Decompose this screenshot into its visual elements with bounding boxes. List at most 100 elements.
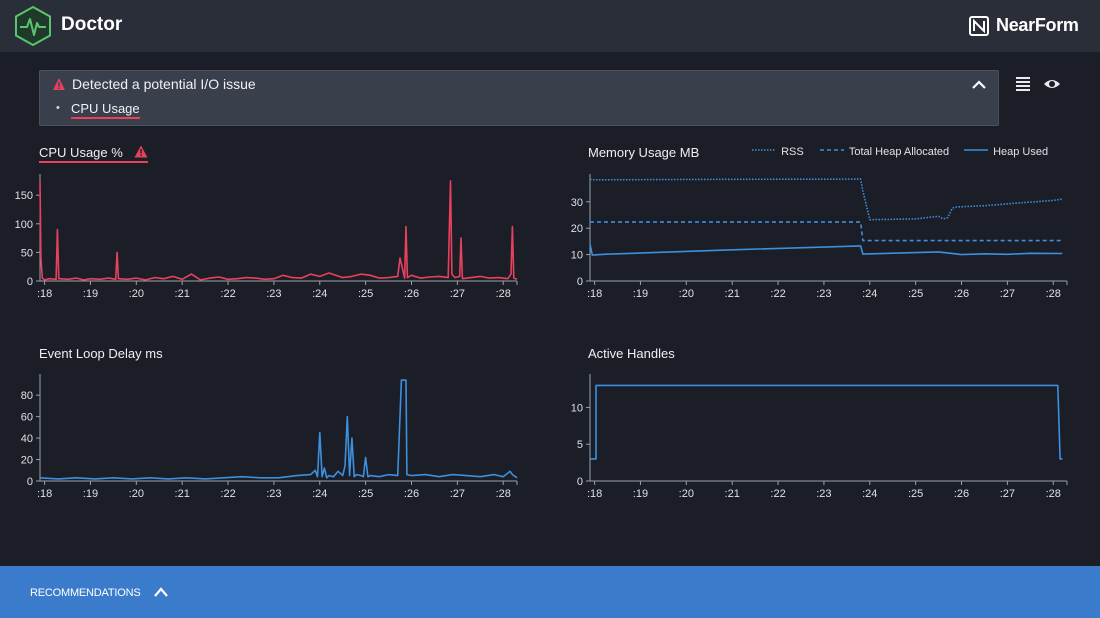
chevron-up-icon[interactable]: [152, 584, 170, 600]
y-tick-label: 10: [571, 402, 583, 414]
series-line-heap-used: [589, 243, 1063, 256]
legend-heap-used-label: Heap Used: [993, 146, 1049, 158]
memory-usage-chart[interactable]: 0 10 20 30 :18 :19 :20 :21 :22 :23 :24 :25 :26 :27 :28: [550, 170, 1100, 305]
eye-icon[interactable]: [1043, 75, 1061, 93]
x-tick-label: :18: [587, 488, 602, 500]
x-tick-label: :26: [404, 288, 419, 300]
y-tick-label: 60: [21, 412, 33, 424]
legend-rss[interactable]: RSS: [752, 146, 804, 158]
brand-name[interactable]: NearForm: [996, 15, 1079, 35]
x-tick-label: :21: [725, 288, 740, 300]
x-tick-label: :28: [496, 288, 511, 300]
x-tick-label: :20: [679, 488, 694, 500]
top-bar: Doctor NearForm: [0, 0, 1100, 52]
x-tick-label: :27: [1000, 288, 1015, 300]
y-tick-label: 0: [577, 276, 583, 288]
y-tick-label: 150: [15, 190, 33, 202]
alert-item-cpu-usage[interactable]: CPU Usage: [71, 102, 140, 119]
chevron-up-icon[interactable]: [970, 76, 988, 94]
x-tick-label: :19: [83, 288, 98, 300]
x-tick-label: :18: [37, 488, 52, 500]
y-tick-label: 100: [15, 219, 33, 231]
x-tick-label: :25: [358, 288, 373, 300]
y-tick-label: 80: [21, 390, 33, 402]
legend-rss-label: RSS: [781, 146, 804, 158]
series-line-cpu: [39, 180, 518, 281]
x-tick-label: :22: [220, 488, 235, 500]
y-tick-label: 0: [27, 476, 33, 488]
legend-total-heap-allocated-label: Total Heap Allocated: [848, 146, 950, 158]
x-tick-label: :27: [1000, 488, 1015, 500]
x-tick-label: :26: [954, 488, 969, 500]
series-line-rss: [589, 178, 1063, 221]
x-tick-label: :25: [908, 288, 923, 300]
dotted-line-swatch: [752, 149, 776, 151]
x-tick-label: :28: [1046, 488, 1061, 500]
x-tick-label: :19: [633, 488, 648, 500]
y-tick-label: 10: [571, 250, 583, 262]
list-view-icon[interactable]: [1014, 75, 1032, 93]
alert-banner: Detected a potential I/O issue • CPU Usa…: [39, 70, 999, 126]
cpu-chart-title-text: CPU Usage %: [39, 145, 123, 160]
x-tick-label: :22: [770, 288, 785, 300]
handles-chart-title: Active Handles: [588, 346, 675, 361]
warning-triangle-icon: [134, 145, 148, 158]
y-tick-label: 50: [21, 247, 33, 259]
x-tick-label: :21: [175, 288, 190, 300]
x-tick-label: :27: [450, 288, 465, 300]
x-tick-label: :21: [725, 488, 740, 500]
x-tick-label: :27: [450, 488, 465, 500]
legend-heap-used[interactable]: Heap Used: [964, 146, 1048, 158]
x-tick-label: :24: [862, 488, 877, 500]
warning-triangle-icon: [53, 78, 65, 90]
event-loop-delay-chart[interactable]: 0 20 40 60 80 :18 :19 :20 :21 :22 :23 :24 :25 :26 :27:…: [0, 370, 550, 505]
x-tick-label: :28: [496, 488, 511, 500]
series-line-active-handles: [590, 384, 1063, 460]
x-tick-label: :23: [816, 288, 831, 300]
x-tick-label: :18: [37, 288, 52, 300]
x-tick-label: :22: [220, 288, 235, 300]
memory-chart-title: Memory Usage MB: [588, 145, 700, 160]
dashed-line-swatch: [820, 149, 844, 151]
solid-line-swatch: [964, 149, 988, 151]
active-handles-chart[interactable]: 0 5 10:18:19:20:21:22:23:24:25:26:27:28: [550, 370, 1100, 505]
y-tick-label: 5: [577, 439, 583, 451]
x-tick-label: :25: [908, 488, 923, 500]
x-tick-label: :22: [770, 488, 785, 500]
x-tick-label: :20: [129, 488, 144, 500]
x-tick-label: :28: [1046, 288, 1061, 300]
x-tick-label: :26: [404, 488, 419, 500]
x-tick-label: :26: [954, 288, 969, 300]
x-tick-label: :20: [129, 288, 144, 300]
x-tick-label: :23: [266, 288, 281, 300]
x-tick-label: :24: [312, 488, 327, 500]
nearform-logo-icon[interactable]: [969, 16, 989, 36]
series-line-total-heap-allocated: [590, 221, 1063, 242]
y-tick-label: 0: [27, 276, 33, 288]
x-tick-label: :23: [266, 488, 281, 500]
cpu-chart-title[interactable]: CPU Usage %: [39, 145, 149, 163]
app-title: Doctor: [61, 14, 123, 35]
x-tick-label: :18: [587, 288, 602, 300]
recommendations-label[interactable]: RECOMMENDATIONS: [30, 587, 141, 599]
x-tick-label: :24: [312, 288, 327, 300]
doctor-heartbeat-hexagon-icon[interactable]: [13, 5, 53, 47]
recommendations-bar[interactable]: RECOMMENDATIONS: [0, 566, 1100, 618]
series-line-event-loop-delay: [39, 379, 518, 480]
x-tick-label: :21: [175, 488, 190, 500]
x-tick-label: :19: [83, 488, 98, 500]
alert-title: Detected a potential I/O issue: [72, 76, 256, 92]
y-tick-label: 30: [571, 197, 583, 209]
x-tick-label: :19: [633, 288, 648, 300]
x-tick-label: :24: [862, 288, 877, 300]
x-tick-label: :20: [679, 288, 694, 300]
delay-chart-title: Event Loop Delay ms: [39, 346, 163, 361]
x-tick-label: :25: [358, 488, 373, 500]
legend-total-heap-allocated[interactable]: Total Heap Allocated: [820, 146, 949, 158]
bullet-icon: •: [56, 102, 60, 114]
y-tick-label: 0: [577, 476, 583, 488]
y-tick-label: 20: [21, 455, 33, 467]
y-tick-label: 40: [21, 433, 33, 445]
y-tick-label: 20: [571, 223, 583, 235]
cpu-usage-chart[interactable]: 0 50 100 150 :18 :19 :20 :21 :22 :23 :24 :25 :26 :27:…: [0, 170, 550, 305]
